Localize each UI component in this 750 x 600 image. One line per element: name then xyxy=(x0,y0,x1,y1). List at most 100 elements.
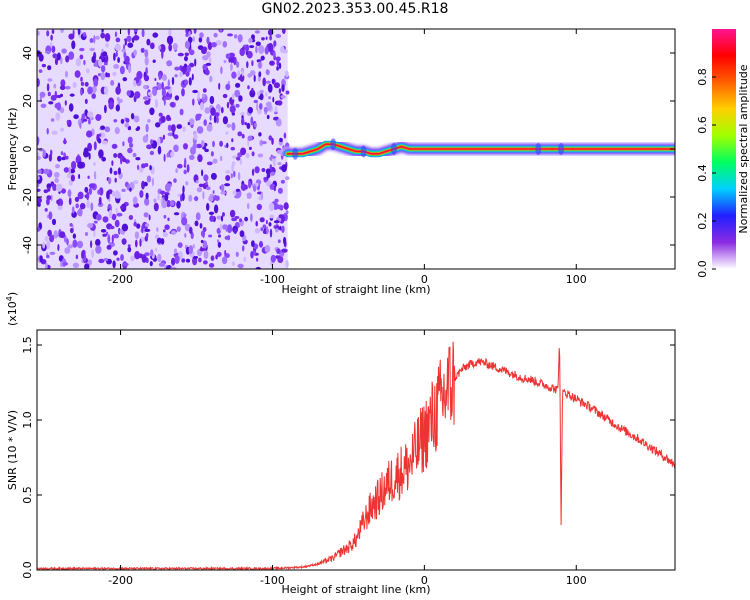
noise-speck xyxy=(167,132,174,137)
noise-speck xyxy=(216,215,222,220)
noise-speck xyxy=(259,93,264,101)
noise-speck xyxy=(183,143,188,150)
noise-speck xyxy=(264,46,269,55)
noise-speck xyxy=(167,124,172,131)
noise-speck xyxy=(77,209,81,216)
noise-speck xyxy=(212,140,215,148)
noise-speck xyxy=(108,101,114,110)
noise-speck xyxy=(144,252,150,256)
noise-speck xyxy=(226,142,229,148)
noise-speck xyxy=(86,200,90,209)
noise-speck xyxy=(87,86,93,95)
noise-speck xyxy=(104,33,111,42)
noise-speck xyxy=(210,107,216,116)
snr-x-label: Height of straight line (km) xyxy=(281,583,430,596)
noise-speck xyxy=(133,49,137,56)
snr-x-tick-label: 0 xyxy=(421,574,428,587)
noise-speck xyxy=(253,74,256,82)
noise-speck xyxy=(167,183,173,187)
noise-speck xyxy=(48,101,54,105)
noise-speck xyxy=(206,51,211,58)
noise-speck xyxy=(205,181,208,186)
noise-speck xyxy=(195,180,199,184)
noise-speck xyxy=(211,42,217,48)
noise-speck xyxy=(267,29,274,36)
noise-speck xyxy=(75,203,79,209)
noise-speck xyxy=(84,232,89,236)
noise-speck xyxy=(142,135,149,143)
noise-speck xyxy=(194,220,199,227)
noise-speck xyxy=(277,239,281,243)
noise-speck xyxy=(276,59,280,67)
noise-speck xyxy=(256,257,259,262)
noise-speck xyxy=(283,132,287,139)
noise-speck xyxy=(37,197,42,204)
colorbar-tick-label: 0.4 xyxy=(696,164,709,182)
noise-speck xyxy=(158,73,162,81)
noise-speck xyxy=(266,180,272,187)
noise-speck xyxy=(47,78,53,82)
noise-speck xyxy=(93,171,97,180)
noise-speck xyxy=(196,143,203,149)
noise-speck xyxy=(184,52,189,57)
noise-speck xyxy=(72,262,79,268)
spectrogram-x-tick-label: -200 xyxy=(108,273,133,286)
noise-speck xyxy=(66,119,70,125)
noise-speck xyxy=(204,69,210,76)
ridge-blip xyxy=(330,138,337,151)
noise-speck xyxy=(55,164,60,169)
noise-speck xyxy=(255,41,261,47)
noise-speck xyxy=(111,160,114,167)
noise-speck xyxy=(107,177,112,185)
noise-speck xyxy=(49,235,55,243)
noise-speck xyxy=(97,138,102,144)
noise-speck xyxy=(89,38,94,43)
noise-speck xyxy=(166,60,173,67)
noise-speck xyxy=(233,170,236,178)
noise-speck xyxy=(220,66,223,75)
noise-speck xyxy=(130,113,135,120)
noise-speck xyxy=(240,183,247,191)
noise-speck xyxy=(125,118,130,123)
noise-speck xyxy=(273,116,278,121)
noise-speck xyxy=(49,251,56,255)
noise-speck xyxy=(220,215,224,222)
noise-speck xyxy=(266,173,271,178)
noise-speck xyxy=(53,83,57,89)
noise-speck xyxy=(241,117,245,126)
noise-speck xyxy=(285,210,289,215)
noise-speck xyxy=(210,172,217,180)
noise-speck xyxy=(79,54,84,60)
noise-speck xyxy=(64,100,67,106)
noise-speck xyxy=(177,163,183,169)
noise-speck xyxy=(175,168,178,174)
noise-speck xyxy=(269,35,272,41)
noise-speck xyxy=(179,108,184,116)
noise-speck xyxy=(257,109,262,115)
noise-speck xyxy=(173,178,177,183)
noise-speck xyxy=(142,96,149,100)
noise-speck xyxy=(185,258,191,263)
noise-speck xyxy=(74,70,81,78)
noise-speck xyxy=(116,212,123,217)
chart-title: GN02.2023.353.00.45.R18 xyxy=(261,1,449,17)
noise-speck xyxy=(198,257,202,263)
noise-speck xyxy=(251,87,254,94)
noise-speck xyxy=(150,249,154,257)
noise-speck xyxy=(86,191,90,201)
noise-speck xyxy=(167,217,170,222)
noise-speck xyxy=(163,214,167,219)
noise-speck xyxy=(234,216,240,219)
noise-speck xyxy=(68,51,75,60)
snr-multiplier-exponent: 4 xyxy=(5,296,14,301)
noise-speck xyxy=(115,207,118,214)
noise-speck xyxy=(98,258,105,264)
noise-speck xyxy=(249,89,256,98)
noise-speck xyxy=(274,198,279,203)
noise-speck xyxy=(192,244,195,249)
noise-speck xyxy=(234,194,241,199)
noise-speck xyxy=(220,184,225,192)
noise-speck xyxy=(225,224,228,233)
noise-speck xyxy=(202,63,208,71)
noise-speck xyxy=(219,223,223,231)
